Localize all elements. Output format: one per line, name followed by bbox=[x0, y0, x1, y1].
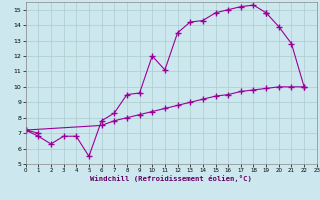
X-axis label: Windchill (Refroidissement éolien,°C): Windchill (Refroidissement éolien,°C) bbox=[90, 175, 252, 182]
